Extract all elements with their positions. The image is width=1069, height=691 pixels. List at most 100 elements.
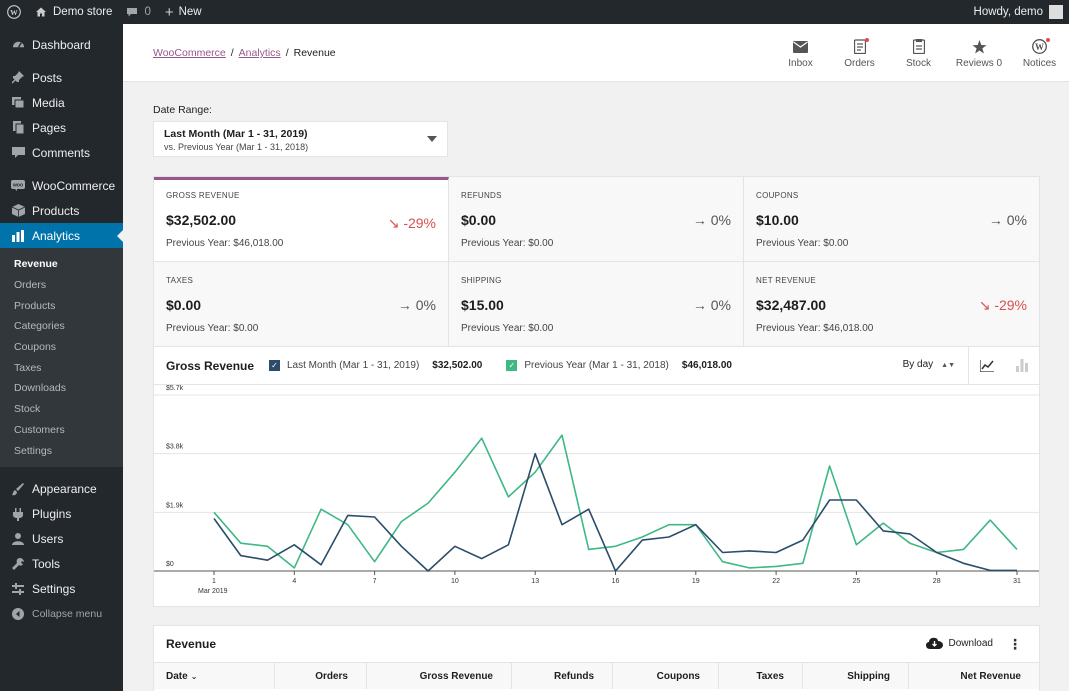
column-header-date[interactable]: Date ⌄ — [154, 663, 275, 689]
column-header-net-revenue[interactable]: Net Revenue — [960, 670, 1021, 682]
menu-dashboard[interactable]: Dashboard — [0, 32, 123, 57]
y-tick-label: $1.9k — [166, 502, 184, 509]
summary-delta: ↘ -29% — [978, 296, 1027, 313]
breadcrumb-analytics[interactable]: Analytics — [238, 47, 281, 59]
column-header-coupons[interactable]: Coupons — [613, 663, 719, 689]
summary-value: $10.00 — [756, 212, 799, 228]
interval-value: By day — [902, 359, 934, 370]
menu-media[interactable]: Media — [0, 90, 123, 115]
submenu-downloads[interactable]: Downloads — [14, 382, 66, 395]
menu-settings[interactable]: Settings — [0, 577, 123, 602]
wordpress-logo-icon[interactable]: W — [0, 0, 28, 24]
table-title: Revenue — [166, 637, 217, 651]
column-header-refunds[interactable]: Refunds — [512, 663, 613, 689]
summary-delta: → 0% — [692, 212, 731, 228]
menu-comments[interactable]: Comments — [0, 140, 123, 165]
legend-previous-period[interactable]: ✓ Previous Year (Mar 1 - 31, 2018) $46,0… — [506, 360, 732, 371]
new-content-link[interactable]: + New — [158, 0, 209, 24]
menu-posts[interactable]: Posts — [0, 65, 123, 90]
date-range-primary: Last Month (Mar 1 - 31, 2019) — [164, 128, 308, 140]
summary-value: $0.00 — [166, 296, 202, 313]
trend-flat-icon: → — [397, 296, 416, 313]
collapse-label: Collapse menu — [32, 608, 103, 621]
menu-users[interactable]: Users — [0, 527, 123, 552]
table-columns: Date ⌄ Orders Gross Revenue Refunds Coupo… — [154, 663, 1039, 689]
home-icon — [36, 7, 46, 17]
select-arrows-icon: ▲▼ — [941, 362, 955, 369]
tab-label: Orders — [844, 57, 875, 69]
my-account-link[interactable]: Howdy, demo — [967, 0, 1069, 24]
summary-gross-revenue[interactable]: GROSS REVENUE $32,502.00 ↘ -29% Previous… — [154, 177, 449, 262]
comment-bubble-icon — [127, 7, 138, 16]
menu-appearance[interactable]: Appearance — [0, 477, 123, 502]
y-tick-label: $3.8k — [166, 444, 184, 451]
submenu-categories[interactable]: Categories — [14, 320, 65, 333]
trend-flat-icon: → — [692, 296, 711, 313]
unread-dot — [864, 37, 869, 42]
stock-tab[interactable]: Stock — [889, 24, 948, 82]
legend-current-period[interactable]: ✓ Last Month (Mar 1 - 31, 2019) $32,502.… — [269, 360, 482, 371]
summary-coupons[interactable]: COUPONS $10.00 → 0% Previous Year: $0.00 — [744, 177, 1039, 262]
submenu-coupons[interactable]: Coupons — [14, 341, 57, 354]
inbox-icon — [793, 38, 808, 56]
menu-woocommerce[interactable]: woo WooCommerce — [0, 173, 123, 198]
summary-delta: ↘ -29% — [387, 215, 436, 231]
menu-label: Posts — [32, 70, 63, 85]
avatar — [1049, 5, 1063, 19]
new-label: New — [178, 6, 202, 18]
chart-header: Gross Revenue ✓ Last Month (Mar 1 - 31, … — [154, 347, 1039, 385]
bar-chart-icon — [11, 229, 25, 243]
x-tick-label: 1 — [212, 578, 216, 585]
menu-tools[interactable]: Tools — [0, 552, 123, 577]
submenu-taxes[interactable]: Taxes — [14, 361, 42, 374]
tab-label: Stock — [905, 57, 931, 69]
summary-net-revenue[interactable]: NET REVENUE $32,487.00 ↘ -29% Previous Y… — [744, 261, 1039, 346]
trend-down-icon: ↘ — [978, 296, 995, 313]
breadcrumb-woocommerce[interactable]: WooCommerce — [153, 47, 226, 59]
bar-chart-icon[interactable] — [1004, 347, 1039, 384]
submenu-revenue[interactable]: Revenue — [14, 258, 58, 271]
svg-text:woo: woo — [12, 183, 23, 189]
column-header-gross-revenue[interactable]: Gross Revenue — [367, 663, 512, 689]
summary-taxes[interactable]: TAXES $0.00 → 0% Previous Year: $0.00 — [154, 261, 449, 346]
x-tick-label: 25 — [853, 578, 861, 585]
download-button[interactable]: Download — [925, 637, 993, 649]
submenu-settings[interactable]: Settings — [14, 444, 52, 457]
orders-tab[interactable]: Orders — [830, 24, 889, 82]
summary-shipping[interactable]: SHIPPING $15.00 → 0% Previous Year: $0.0… — [449, 261, 744, 346]
menu-pages[interactable]: Pages — [0, 115, 123, 140]
date-range-dropdown[interactable]: Last Month (Mar 1 - 31, 2019) vs. Previo… — [153, 121, 448, 157]
menu-analytics[interactable]: Analytics — [0, 223, 123, 248]
reviews-tab[interactable]: Reviews 0 — [948, 24, 1010, 82]
notices-tab[interactable]: W Notices — [1010, 24, 1069, 82]
summary-delta: → 0% — [397, 296, 436, 313]
line-chart-icon[interactable] — [969, 347, 1004, 384]
submenu-orders[interactable]: Orders — [14, 279, 47, 292]
series-line-current — [213, 452, 1017, 572]
menu-label: Comments — [32, 145, 91, 160]
x-tick-label: 10 — [451, 578, 459, 585]
column-header-shipping[interactable]: Shipping — [803, 663, 909, 689]
submenu-products[interactable]: Products — [14, 299, 56, 312]
summary-previous: Previous Year: $0.00 — [461, 322, 554, 334]
site-name-link[interactable]: Demo store — [28, 0, 119, 24]
menu-plugins[interactable]: Plugins — [0, 502, 123, 527]
checkbox-checked-icon[interactable]: ✓ — [269, 360, 280, 371]
chart-title: Gross Revenue — [166, 358, 255, 373]
submenu-customers[interactable]: Customers — [14, 423, 65, 436]
interval-select[interactable]: By day ▲▼ — [903, 359, 955, 370]
collapse-menu-button[interactable]: Collapse menu — [0, 602, 123, 627]
x-tick-label: 4 — [292, 578, 296, 585]
wrench-icon — [11, 557, 25, 571]
summary-refunds[interactable]: REFUNDS $0.00 → 0% Previous Year: $0.00 — [449, 177, 744, 262]
submenu-stock[interactable]: Stock — [14, 403, 41, 416]
column-header-orders[interactable]: Orders — [275, 663, 367, 689]
inbox-tab[interactable]: Inbox — [771, 24, 830, 82]
comments-link[interactable]: 0 — [119, 0, 157, 24]
menu-products[interactable]: Products — [0, 198, 123, 223]
summary-value: $0.00 — [461, 212, 497, 228]
summary-label: COUPONS — [756, 191, 799, 200]
column-header-taxes[interactable]: Taxes — [719, 663, 803, 689]
checkbox-checked-icon[interactable]: ✓ — [506, 360, 518, 371]
more-options-icon[interactable]: ⋮ — [1008, 636, 1022, 652]
